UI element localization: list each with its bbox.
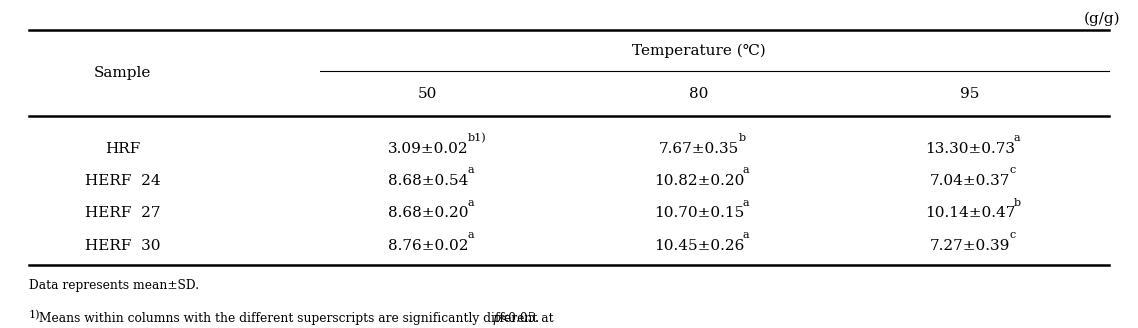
Text: c: c xyxy=(1009,165,1016,175)
Text: 80: 80 xyxy=(690,87,709,101)
Text: 1): 1) xyxy=(30,310,41,320)
Text: Data represents mean±SD.: Data represents mean±SD. xyxy=(30,279,199,292)
Text: 3.09±0.02: 3.09±0.02 xyxy=(387,142,468,156)
Text: p: p xyxy=(493,312,501,325)
Text: 7.27±0.39: 7.27±0.39 xyxy=(930,238,1011,253)
Text: a: a xyxy=(468,165,473,175)
Text: 7.04±0.37: 7.04±0.37 xyxy=(930,174,1011,188)
Text: 13.30±0.73: 13.30±0.73 xyxy=(925,142,1015,156)
Text: 8.68±0.54: 8.68±0.54 xyxy=(388,174,468,188)
Text: a: a xyxy=(743,230,749,240)
Text: HRF: HRF xyxy=(105,142,140,156)
Text: a: a xyxy=(743,165,749,175)
Text: HERF  30: HERF 30 xyxy=(85,238,160,253)
Text: 50: 50 xyxy=(418,87,437,101)
Text: 7.67±0.35: 7.67±0.35 xyxy=(659,142,739,156)
Text: Temperature (℃): Temperature (℃) xyxy=(632,43,766,58)
Text: 10.14±0.47: 10.14±0.47 xyxy=(925,206,1015,220)
Text: (g/g): (g/g) xyxy=(1083,12,1120,26)
Text: c: c xyxy=(1009,230,1016,240)
Text: a: a xyxy=(1014,133,1021,143)
Text: b: b xyxy=(739,133,745,143)
Text: b1): b1) xyxy=(468,133,486,143)
Text: 10.45±0.26: 10.45±0.26 xyxy=(653,238,744,253)
Text: 10.70±0.15: 10.70±0.15 xyxy=(654,206,744,220)
Text: a: a xyxy=(468,230,473,240)
Text: Means within columns with the different superscripts are significantly different: Means within columns with the different … xyxy=(39,312,558,325)
Text: 8.76±0.02: 8.76±0.02 xyxy=(388,238,468,253)
Text: HERF  24: HERF 24 xyxy=(85,174,160,188)
Text: 95: 95 xyxy=(960,87,980,101)
Text: HERF  27: HERF 27 xyxy=(85,206,160,220)
Text: 8.68±0.20: 8.68±0.20 xyxy=(388,206,468,220)
Text: 10.82±0.20: 10.82±0.20 xyxy=(653,174,744,188)
Text: a: a xyxy=(743,198,749,208)
Text: <0.05.: <0.05. xyxy=(498,312,541,325)
Text: b: b xyxy=(1014,198,1021,208)
Text: a: a xyxy=(468,198,473,208)
Text: Sample: Sample xyxy=(94,66,151,80)
